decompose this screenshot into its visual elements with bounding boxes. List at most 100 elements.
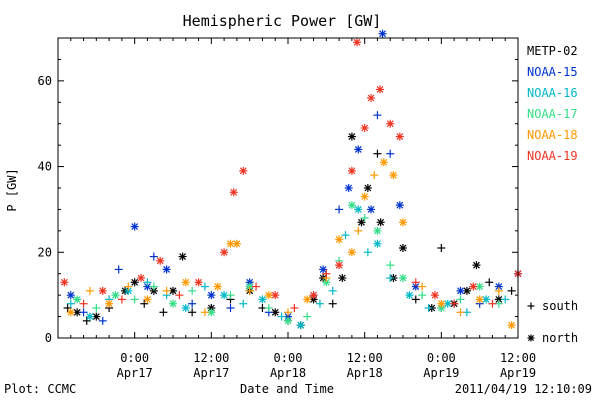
marker-key: south [527,299,578,313]
data-point [367,205,376,214]
legend-entry: METP-02 [527,44,578,58]
data-point [399,274,407,282]
data-point [143,295,152,304]
data-point [357,218,366,227]
data-point [130,278,139,287]
data-point [63,304,72,312]
data-point [264,291,273,300]
data-point [149,252,158,261]
data-point [437,244,446,252]
data-point [245,286,254,295]
data-point [363,248,372,257]
data-point [169,299,177,308]
x-tick-time-label: 12:00 [347,351,383,365]
data-point [117,295,126,304]
data-point [328,299,337,308]
x-tick-time-label: 0:00 [427,351,456,365]
data-point [178,252,187,261]
data-point [239,299,248,308]
data-point [140,299,149,308]
data-point [395,201,404,210]
data-point [290,304,299,312]
data-point [354,205,363,214]
data-point [149,286,158,295]
data-point [200,308,209,317]
data-point [137,274,146,282]
data-point [378,29,387,38]
data-point [303,295,312,304]
data-point [169,286,177,295]
data-point [405,291,414,300]
data-point [386,274,395,282]
data-point [143,278,152,287]
x-tick-date-label: Apr17 [193,366,229,380]
data-point [354,145,363,154]
data-point [226,239,235,248]
data-point [437,299,446,308]
data-point [469,282,478,291]
data-point [373,226,382,235]
x-tick-time-label: 0:00 [274,351,303,365]
data-point [284,316,292,325]
data-point [494,286,503,295]
data-point [347,166,356,175]
data-point [430,291,439,300]
data-point [226,291,235,300]
data-point [335,205,344,214]
plot-source-label: Plot: CCMC [4,382,76,396]
data-point [418,291,427,300]
plot-timestamp: 2011/04/19 12:10:09 [455,382,592,396]
data-point [319,265,328,274]
data-point [367,94,376,102]
y-axis-label: P [GW] [5,168,19,211]
marker-key: north [527,331,578,345]
data-point [347,248,356,257]
axes-group: 02040600:00Apr1712:00Apr170:00Apr1812:00… [38,37,536,380]
data-point [411,278,420,287]
legend-entry: NOAA-15 [527,65,578,79]
data-point [159,308,168,317]
data-point [456,295,465,304]
y-tick-label: 60 [38,74,52,88]
data-point [360,124,369,132]
data-point [181,278,190,287]
data-point [395,132,404,141]
data-point [220,248,229,257]
data-point [232,239,241,248]
data-point [389,171,398,180]
data-point [488,299,497,308]
data-point [399,244,407,252]
data-point [450,299,459,308]
data-point [156,256,165,265]
data-point [66,308,75,317]
data-point [200,282,209,291]
data-point [507,321,516,330]
data-point [229,188,238,197]
data-point [188,308,197,317]
data-point [373,111,382,120]
plot-frame [57,37,519,339]
data-point [213,282,222,291]
data-point [98,286,107,295]
x-tick-time-label: 12:00 [500,351,536,365]
data-point [360,192,369,201]
marker-key-label: south [542,299,578,313]
data-point [341,231,350,240]
data-point [501,295,510,304]
data-point [328,286,337,295]
data-point [379,158,388,167]
data-point [181,304,190,312]
x-tick-date-label: Apr18 [347,366,383,380]
data-point [258,295,267,304]
data-point [338,274,347,282]
legend-entry: NOAA-19 [527,149,578,163]
legend-entry: NOAA-17 [527,107,578,121]
x-tick-date-label: Apr18 [270,366,306,380]
data-point [277,312,286,321]
data-point [162,265,171,274]
data-point [335,261,344,270]
data-point [85,286,94,295]
data-point [175,291,184,300]
x-tick-time-label: 0:00 [120,351,149,365]
